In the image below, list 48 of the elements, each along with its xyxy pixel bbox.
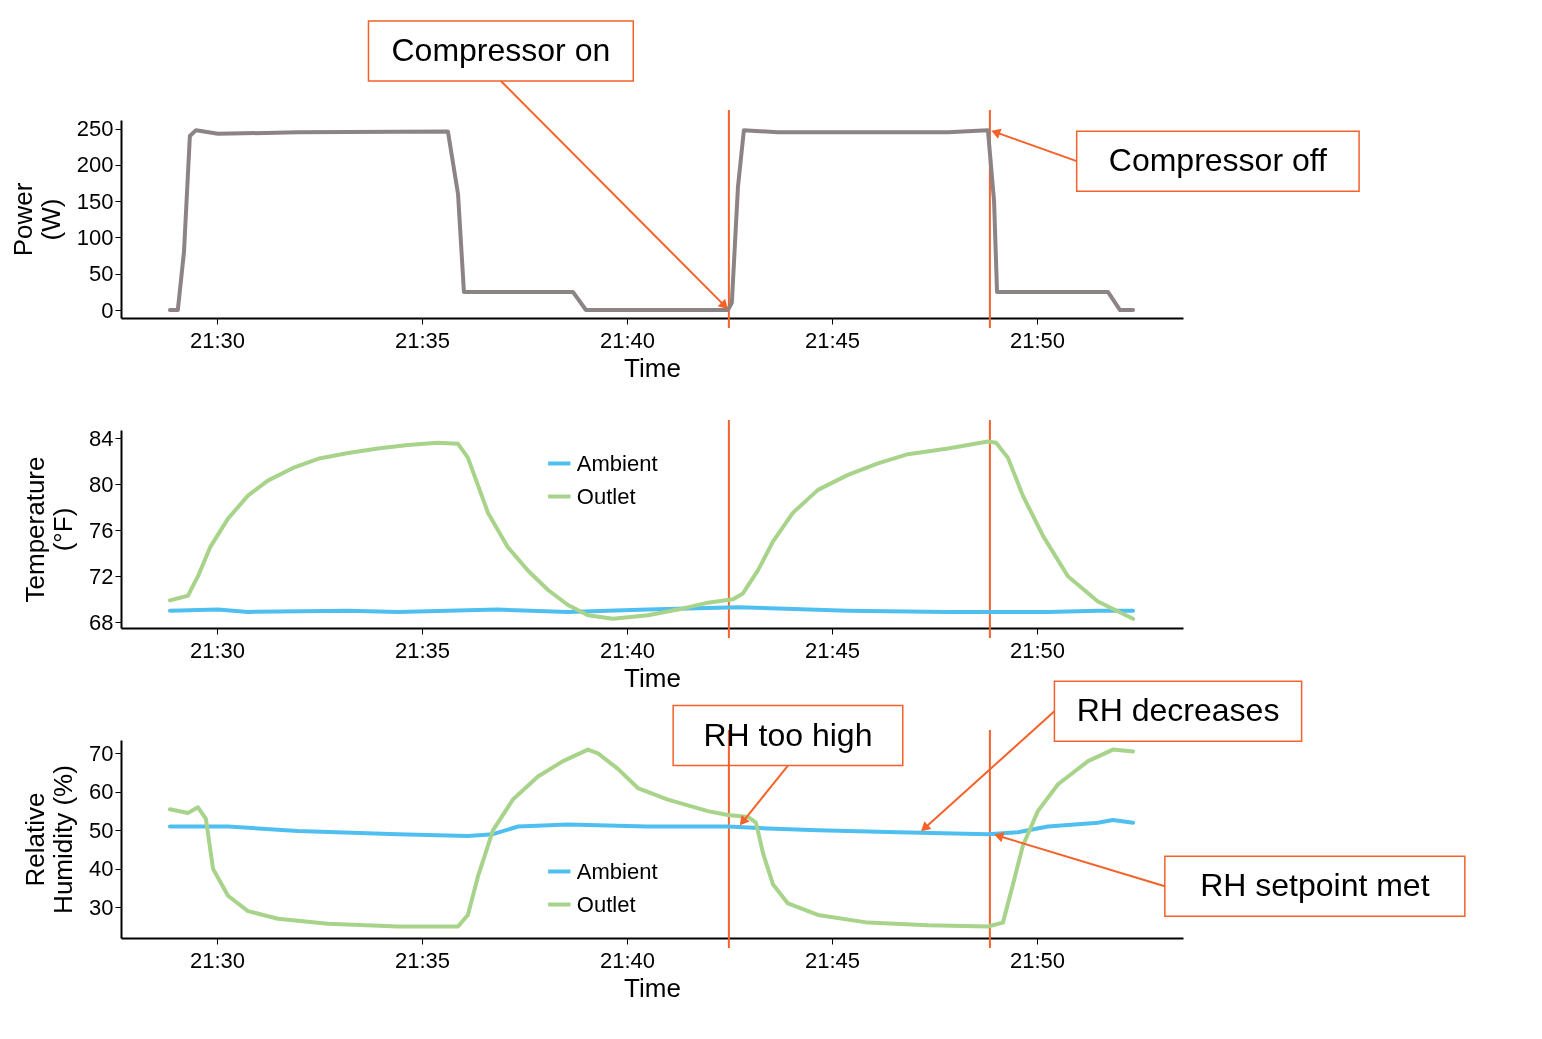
annotation: Compressor off [1108, 142, 1328, 179]
x-tick-label: 21:40 [599, 947, 655, 973]
y-tick-label: 0 [101, 297, 114, 323]
x-axis-title: Time [624, 352, 681, 383]
line-series [167, 439, 1136, 621]
y-tick-label: 40 [89, 856, 114, 882]
y-tick-label: 250 [76, 116, 114, 142]
x-axis-title: Time [624, 972, 681, 1003]
y-tick-label: 200 [76, 152, 114, 178]
x-tick-label: 21:35 [394, 327, 450, 353]
y-tick-label: 72 [89, 563, 114, 589]
x-tick-label: 21:30 [189, 637, 245, 663]
annotation: Compressor on [391, 32, 611, 69]
y-tick-label: 150 [76, 188, 114, 214]
y-tick-label: 50 [89, 817, 114, 843]
x-tick-label: 21:40 [599, 637, 655, 663]
y-axis-title: Relative Humidity (%) [20, 765, 79, 914]
legend-label: Outlet [576, 891, 636, 917]
x-tick-label: 21:45 [804, 637, 860, 663]
annotation: RH setpoint met [1200, 867, 1430, 904]
x-tick-label: 21:50 [1009, 327, 1065, 353]
y-tick-label: 76 [89, 517, 114, 543]
y-axis-title: Power (W) [7, 182, 66, 257]
x-tick-label: 21:35 [394, 637, 450, 663]
x-tick-label: 21:50 [1009, 637, 1065, 663]
annotation: RH too high [703, 716, 873, 753]
x-tick-label: 21:30 [189, 327, 245, 353]
line-series [167, 817, 1136, 839]
x-tick-label: 21:40 [599, 327, 655, 353]
x-axis-title: Time [624, 662, 681, 693]
legend-label: Ambient [576, 450, 658, 476]
x-tick-label: 21:50 [1009, 947, 1065, 973]
legend-label: Ambient [576, 858, 658, 884]
x-tick-label: 21:35 [394, 947, 450, 973]
y-tick-label: 60 [89, 779, 114, 805]
legend-label: Outlet [576, 483, 636, 509]
x-tick-label: 21:45 [804, 327, 860, 353]
x-tick-label: 21:45 [804, 947, 860, 973]
y-tick-label: 80 [89, 471, 114, 497]
y-tick-label: 50 [89, 261, 114, 287]
y-tick-label: 100 [76, 224, 114, 250]
y-tick-label: 70 [89, 740, 114, 766]
y-axis-title: Temperature (°F) [20, 456, 79, 603]
y-tick-label: 68 [89, 609, 114, 635]
y-tick-label: 30 [89, 894, 114, 920]
y-tick-label: 84 [89, 425, 114, 451]
x-tick-label: 21:30 [189, 947, 245, 973]
annotation: RH decreases [1076, 692, 1280, 729]
